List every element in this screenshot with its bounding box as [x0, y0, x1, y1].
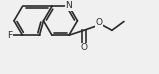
- Text: O: O: [80, 43, 87, 52]
- Text: N: N: [66, 1, 72, 10]
- Text: F: F: [7, 31, 12, 40]
- Text: O: O: [95, 18, 102, 27]
